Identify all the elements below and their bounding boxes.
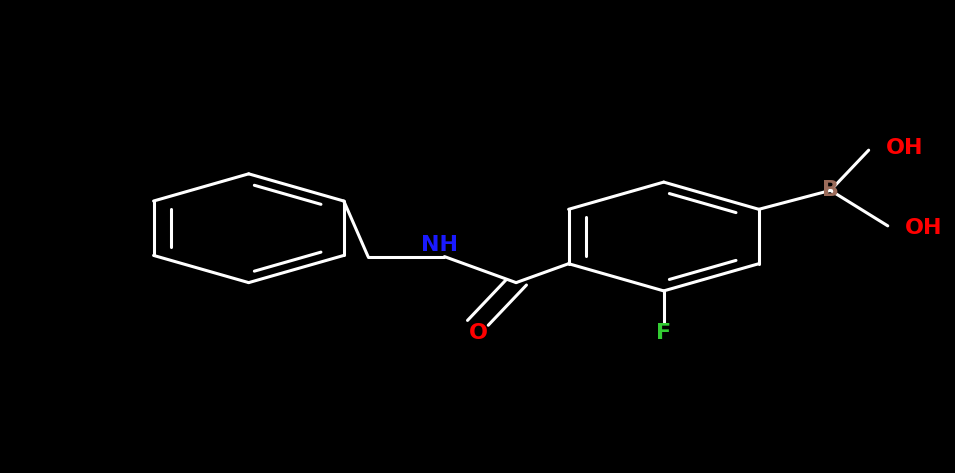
Text: F: F <box>656 324 671 343</box>
Text: B: B <box>822 180 838 201</box>
Text: OH: OH <box>886 138 923 158</box>
Text: O: O <box>468 323 487 343</box>
Text: NH: NH <box>421 235 458 255</box>
Text: OH: OH <box>905 218 943 238</box>
